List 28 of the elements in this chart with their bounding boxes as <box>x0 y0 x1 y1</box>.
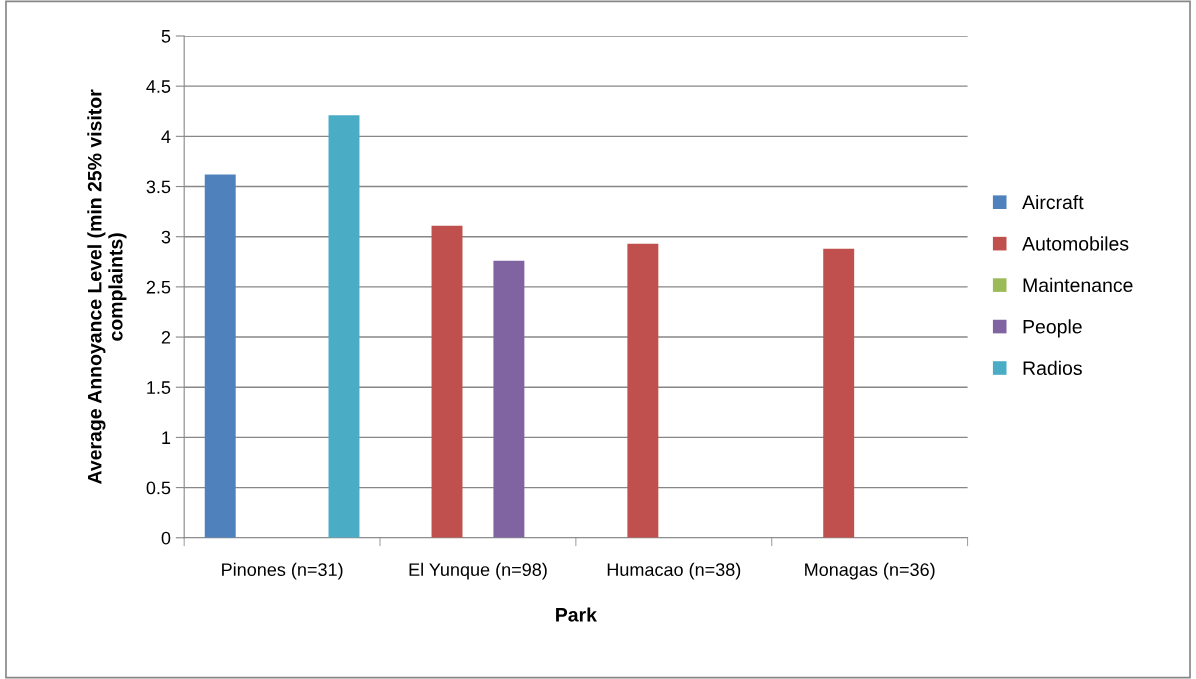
y-tick-label: 1.5 <box>147 381 171 394</box>
y-tick-label: 1 <box>162 431 171 444</box>
bar <box>627 243 659 538</box>
legend-label: Maintenance <box>1023 277 1133 293</box>
bar <box>823 248 855 538</box>
x-axis-title: Park <box>556 607 597 622</box>
y-tick-label: 2.5 <box>146 280 171 294</box>
x-tick-label: El Yunque (n=98) <box>409 562 547 580</box>
bar <box>431 225 463 538</box>
y-axis-title: Average Annoyance Level (min 25% visitor complaints) <box>87 89 127 484</box>
y-tick-label: 4 <box>161 130 171 143</box>
y-tick-label: 0.5 <box>146 481 171 495</box>
bar <box>204 174 236 538</box>
legend-label: Automobiles <box>1022 236 1129 251</box>
y-tick-label: 2 <box>161 330 171 344</box>
y-tick-label: 3 <box>161 230 171 244</box>
bar <box>493 260 525 538</box>
x-tick-label: Monagas (n=36) <box>805 562 935 580</box>
y-tick-label: 0 <box>161 531 171 545</box>
x-tick-label: Pinones (n=31) <box>222 562 343 580</box>
bar <box>328 115 360 538</box>
y-tick-label: 4.5 <box>146 80 171 93</box>
legend-label: Aircraft <box>1022 194 1084 210</box>
legend-label: People <box>1023 319 1082 338</box>
x-tick-label: Humacao (n=38) <box>607 562 741 580</box>
y-tick-label: 5 <box>161 30 171 43</box>
y-tick-label: 3.5 <box>146 180 171 194</box>
legend-label: Radios <box>1023 360 1082 376</box>
